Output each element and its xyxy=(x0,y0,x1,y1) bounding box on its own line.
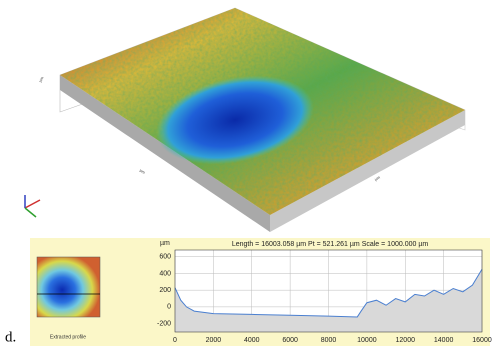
x-tick-label: 10000 xyxy=(357,337,377,344)
chart-title: Length = 16003.058 µm Pt = 521.261 µm Sc… xyxy=(232,241,429,248)
profile-line xyxy=(174,268,483,318)
axis-triad xyxy=(24,195,41,218)
svg-text:µm: µm xyxy=(374,174,382,181)
y-tick-label: 400 xyxy=(159,270,171,277)
x-tick-label: 4000 xyxy=(244,337,260,344)
y-tick-label: 0 xyxy=(167,304,171,311)
x-tick-label: 8000 xyxy=(321,337,337,344)
svg-text:µm: µm xyxy=(139,168,147,176)
y-tick-label: 200 xyxy=(159,287,171,294)
x-tick-label: 6000 xyxy=(282,337,298,344)
plot-frame xyxy=(174,249,483,333)
panel-label: d. xyxy=(5,329,16,345)
inset-caption: Extracted profile xyxy=(50,334,86,340)
x-tick-label: 12000 xyxy=(396,337,416,344)
x-tick-label: 14000 xyxy=(434,337,454,344)
profile-thumbnail xyxy=(36,256,101,318)
y-tick-label: 600 xyxy=(159,254,171,261)
x-tick-label: 16000 xyxy=(472,337,492,344)
y-axis-label: µm xyxy=(160,240,170,247)
surface-3d: µm µm µm xyxy=(37,7,466,232)
x-tick-label: 2000 xyxy=(206,337,222,344)
profile-area xyxy=(175,269,482,332)
y-tick-label: -200 xyxy=(157,320,171,327)
svg-text:µm: µm xyxy=(37,75,44,83)
x-tick-label: 0 xyxy=(173,337,177,344)
